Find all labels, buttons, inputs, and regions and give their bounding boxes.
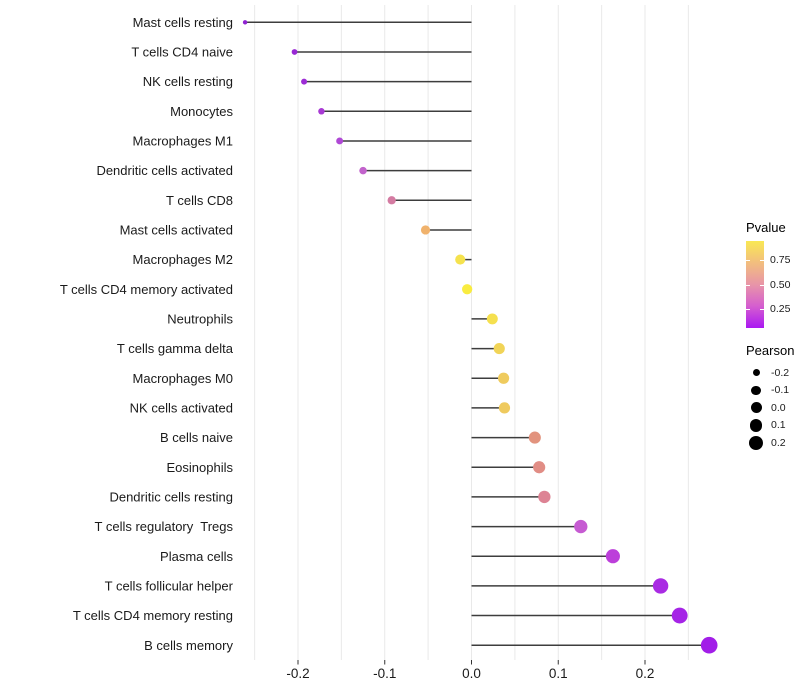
y-axis-category-label: T cells CD8	[166, 193, 233, 208]
y-axis-category-label: Mast cells resting	[133, 15, 233, 30]
y-axis-category-label: Macrophages M2	[133, 252, 233, 267]
y-axis-category-label: T cells gamma delta	[117, 341, 234, 356]
pearson-size-label: -0.1	[771, 384, 790, 397]
pvalue-gradient-wrap: 0.75 0.50 0.25	[746, 241, 800, 329]
pearson-size-dot-col	[746, 369, 766, 377]
pvalue-legend-title: Pvalue	[746, 220, 786, 235]
lollipop-dot	[497, 372, 510, 384]
y-axis-category-label: Plasma cells	[160, 549, 233, 564]
lollipop-dot	[301, 78, 308, 85]
pearson-size-item: -0.1	[746, 382, 794, 400]
y-axis-category-label: T cells CD4 memory resting	[73, 608, 233, 623]
lollipop-dot	[318, 108, 325, 115]
lollipop-dot	[671, 607, 688, 624]
x-axis-tick-label: 0.0	[462, 666, 481, 681]
y-axis-category-label: T cells follicular helper	[105, 578, 234, 593]
lollipop-dot	[359, 166, 367, 175]
y-axis-category-label: T cells CD4 memory activated	[60, 282, 233, 297]
y-axis-category-label: Macrophages M0	[133, 371, 233, 386]
pvalue-color-legend: Pvalue 0.75 0.50 0.25	[746, 220, 800, 329]
lollipop-dot	[605, 549, 620, 564]
pvalue-gradient-tick	[760, 308, 764, 310]
pvalue-gradient-tick	[746, 260, 750, 262]
pearson-size-dot	[751, 385, 761, 395]
y-axis-category-label: Macrophages M1	[133, 134, 233, 149]
y-axis-category-label: Monocytes	[170, 104, 233, 119]
pearson-size-dot-col	[746, 418, 766, 432]
pearson-size-items: -0.2 -0.1 0.0 0.1 0.2	[746, 364, 794, 452]
pearson-size-dot	[749, 435, 763, 450]
pearson-size-item: 0.0	[746, 399, 794, 417]
y-axis-category-label: NK cells activated	[130, 401, 233, 416]
pearson-legend-title: Pearson	[746, 343, 795, 358]
pvalue-gradient-tick-label: 0.50	[770, 278, 791, 291]
lollipop-dot	[700, 636, 718, 654]
pearson-size-dot	[752, 369, 760, 377]
lollipop-dot	[486, 313, 498, 325]
x-axis-tick-label: -0.1	[373, 666, 396, 681]
y-axis-category-label: Neutrophils	[167, 312, 233, 327]
pearson-size-label: 0.2	[771, 436, 786, 449]
y-axis-category-label: Dendritic cells resting	[109, 490, 233, 505]
lollipop-dot	[652, 578, 669, 594]
lollipop-dot	[242, 20, 248, 25]
pvalue-gradient-tick	[760, 284, 764, 286]
lollipop-dot	[455, 254, 466, 265]
lollipop-dot	[574, 519, 588, 534]
y-axis-category-label: Dendritic cells activated	[96, 163, 233, 178]
y-axis-category-label: B cells naive	[160, 430, 233, 445]
pearson-size-item: 0.1	[746, 417, 794, 435]
pvalue-gradient-tick-label: 0.75	[770, 254, 791, 267]
pvalue-gradient-tick	[746, 308, 750, 310]
pearson-size-item: 0.2	[746, 434, 794, 452]
y-axis-category-label: B cells memory	[144, 638, 233, 653]
lollipop-dot	[291, 49, 298, 55]
x-axis-tick-label: 0.2	[636, 666, 655, 681]
y-axis-category-label: NK cells resting	[143, 74, 233, 89]
pvalue-gradient-tick-label: 0.25	[770, 302, 791, 315]
y-axis-category-label: Mast cells activated	[120, 223, 233, 238]
lollipop-dot	[533, 461, 546, 474]
y-axis-category-label: Eosinophils	[167, 460, 234, 475]
lollipop-dot	[538, 490, 551, 504]
pearson-size-item: -0.2	[746, 364, 794, 382]
pearson-size-dot	[750, 402, 762, 414]
lollipop-dot	[462, 284, 473, 295]
pvalue-gradient-tick	[760, 260, 764, 262]
pearson-size-label: 0.0	[771, 401, 786, 414]
pearson-size-label: 0.1	[771, 419, 786, 432]
x-axis-tick-label: -0.2	[286, 666, 309, 681]
x-axis-tick-label: 0.1	[549, 666, 568, 681]
pearson-size-dot-col	[746, 435, 766, 450]
lollipop-dot	[420, 225, 431, 235]
pvalue-gradient-bar	[746, 241, 764, 328]
pearson-size-dot-col	[746, 402, 766, 414]
pvalue-gradient-tick	[746, 284, 750, 286]
pearson-size-label: -0.2	[771, 366, 790, 379]
y-axis-category-label: T cells CD4 naive	[131, 45, 233, 60]
lollipop-dot	[493, 343, 505, 355]
lollipop-dot	[498, 402, 511, 414]
pearson-size-dot-col	[746, 385, 766, 395]
lollipop-dot	[387, 196, 396, 205]
lollipop-dot	[336, 137, 344, 145]
pearson-size-dot	[749, 418, 763, 432]
y-axis-category-label: T cells regulatory Tregs	[95, 519, 234, 534]
pearson-size-legend: Pearson -0.2 -0.1 0.0 0.1 0.2	[746, 343, 794, 452]
lollipop-dot	[528, 431, 541, 444]
